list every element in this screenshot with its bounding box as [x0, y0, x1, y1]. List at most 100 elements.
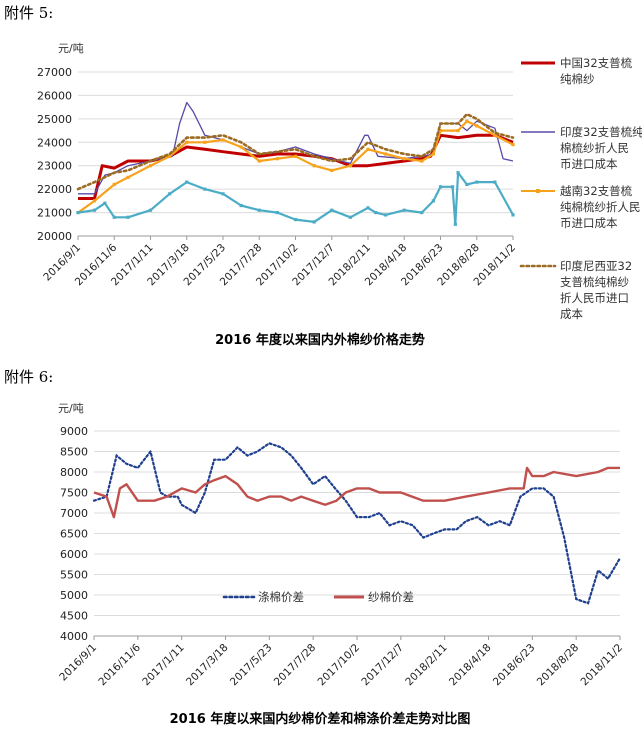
- series-point: [431, 199, 435, 203]
- series-point: [203, 140, 207, 144]
- series-point: [312, 220, 316, 224]
- series-point: [475, 124, 479, 128]
- legend-entry-2: 纱棉价差: [368, 590, 414, 604]
- series-point: [366, 147, 370, 151]
- series-point: [420, 210, 424, 215]
- x-tick-label: 2018/8/28: [535, 642, 582, 689]
- legend-entry-2: 印度32支普梳纯棉梳纱折人民币进口成本: [560, 125, 642, 171]
- series-point: [475, 180, 479, 184]
- series-point: [465, 182, 469, 187]
- series-point: [366, 206, 370, 210]
- y-tick-label: 6000: [60, 548, 88, 561]
- y-tick-label: 5000: [60, 589, 88, 602]
- series-point: [103, 201, 107, 205]
- series-point: [383, 152, 388, 156]
- series-point: [456, 128, 460, 133]
- chart-title: 2016 年度以来国内外棉纱价格走势: [215, 332, 425, 348]
- chart-title: 2016 年度以来国内纱棉价差和棉涤价差走势对比图: [170, 711, 471, 727]
- series-point: [438, 185, 443, 189]
- y-tick-label: 8500: [60, 446, 88, 459]
- series-point: [126, 175, 130, 180]
- legend-entry-3: 越南32支普梳纯棉梳纱折人民币进口成本: [560, 184, 641, 230]
- legend-entry-1: 涤棉价差: [258, 590, 304, 604]
- series-point: [126, 215, 130, 219]
- x-tick-label: 2017/1/11: [140, 642, 187, 689]
- y-tick-label: 23000: [37, 160, 72, 173]
- series-point: [92, 208, 97, 212]
- chart-cotton-yarn-prices: 20000 21000 22000 23000 24000 25000 26000 27000…: [37, 42, 642, 348]
- y-tick-label: 26000: [37, 89, 72, 102]
- x-tick-label: 2016/9/1: [57, 642, 99, 684]
- series-point: [450, 185, 455, 189]
- series-point: [293, 154, 298, 158]
- series-point: [221, 138, 225, 142]
- series-point: [221, 192, 225, 196]
- y-tick-label: 27000: [37, 66, 72, 79]
- series-point: [275, 210, 279, 215]
- series-line-4: [76, 112, 515, 191]
- y-tick-label: 7500: [60, 487, 88, 500]
- series-point: [438, 128, 443, 133]
- series-point: [402, 157, 406, 161]
- x-tick-label: 2017/5/23: [228, 642, 275, 689]
- series-point: [420, 159, 424, 163]
- attachment-6-label: 附件 6:: [4, 368, 54, 386]
- series-point: [465, 119, 469, 123]
- series-point: [348, 215, 353, 219]
- y-tick-label: 8000: [60, 466, 88, 479]
- y-tick-label: 25000: [37, 113, 72, 126]
- y-tick-label: 9000: [60, 425, 88, 438]
- x-tick-label: 2017/7/28: [272, 642, 319, 689]
- y-tick-label: 22000: [37, 183, 72, 196]
- series-point: [511, 213, 515, 217]
- series-point: [112, 215, 116, 219]
- x-tick-label: 2016/11/6: [96, 641, 143, 688]
- series-point: [239, 203, 243, 208]
- series-point: [493, 133, 497, 137]
- series-point: [330, 208, 334, 212]
- y-tick-label: 21000: [37, 207, 72, 220]
- series-point: [76, 210, 80, 215]
- series-point: [402, 208, 406, 212]
- y-axis-unit: 元/吨: [58, 42, 84, 55]
- series-line-2: [93, 466, 620, 519]
- series-point: [257, 159, 261, 163]
- x-tick-label: 2018/6/23: [491, 642, 538, 689]
- attachment-5-label: 附件 5:: [4, 4, 54, 22]
- series-point: [92, 199, 97, 203]
- legend-entry-4: 印度尼西亚32 支普梳纯棉纱折人民币进口成本: [560, 259, 632, 321]
- series-point: [185, 180, 189, 184]
- y-axis-unit: 元/吨: [58, 402, 84, 415]
- y-tick-label: 4000: [60, 630, 88, 643]
- series-point: [374, 210, 378, 215]
- series-point: [293, 218, 298, 222]
- series-point: [203, 187, 207, 191]
- series-point: [168, 192, 172, 196]
- y-tick-label: 20000: [37, 230, 72, 243]
- series-line-1: [92, 442, 622, 605]
- series-point: [453, 222, 457, 226]
- series-point: [185, 140, 189, 144]
- series-point: [275, 157, 279, 161]
- series-point: [257, 208, 261, 212]
- series-point: [348, 164, 353, 168]
- series-point: [493, 180, 497, 184]
- x-tick-label: 2017/3/18: [184, 642, 231, 689]
- y-tick-label: 6500: [60, 528, 88, 541]
- series-point: [312, 164, 316, 168]
- series-point: [239, 145, 243, 149]
- series-point: [330, 168, 334, 172]
- x-tick-label: 2018/11/2: [579, 642, 626, 689]
- series-point: [148, 208, 153, 212]
- legend-swatch-marker: [536, 189, 540, 193]
- y-tick-label: 4500: [60, 610, 88, 623]
- series-point: [511, 143, 515, 147]
- series-point: [431, 152, 435, 156]
- y-tick-label: 24000: [37, 136, 72, 149]
- series-point: [456, 171, 460, 175]
- y-tick-label: 5500: [60, 569, 88, 582]
- x-tick-label: 2018/2/11: [403, 642, 450, 689]
- series-point: [383, 213, 388, 217]
- series-point: [168, 154, 172, 158]
- x-tick-label: 2017/12/7: [359, 642, 406, 689]
